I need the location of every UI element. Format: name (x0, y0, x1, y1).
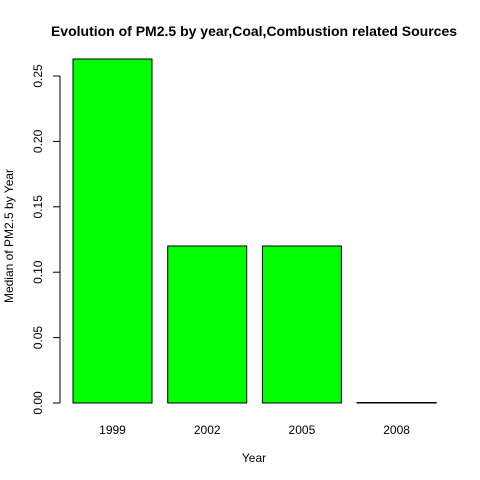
y-tick-label-0.10: 0.10 (31, 260, 45, 284)
x-tick-labels: 1999 2002 2005 2008 (99, 423, 410, 437)
bars-layer (72, 58, 437, 404)
x-tick-label-1999: 1999 (99, 423, 126, 437)
y-axis: 0.00 0.05 0.10 0.15 0.20 0.25 (31, 64, 61, 415)
y-axis-label: Median of PM2.5 by Year (2, 169, 16, 303)
y-tick-label-0.15: 0.15 (31, 195, 45, 219)
bar-2005 (261, 245, 342, 404)
x-tick-label-2002: 2002 (194, 423, 221, 437)
bar-2002 (167, 245, 248, 404)
bar-2008 (356, 402, 437, 404)
chart-title: Evolution of PM2.5 by year,Coal,Combusti… (51, 23, 457, 39)
y-tick-label-0.25: 0.25 (31, 64, 45, 88)
y-tick-label-0.05: 0.05 (31, 326, 45, 350)
y-tick-label-0.00: 0.00 (31, 391, 45, 415)
x-tick-label-2005: 2005 (289, 423, 316, 437)
x-tick-label-2008: 2008 (383, 423, 410, 437)
x-axis-label: Year (242, 451, 266, 465)
y-tick-label-0.20: 0.20 (31, 129, 45, 153)
bar-1999 (72, 58, 153, 404)
